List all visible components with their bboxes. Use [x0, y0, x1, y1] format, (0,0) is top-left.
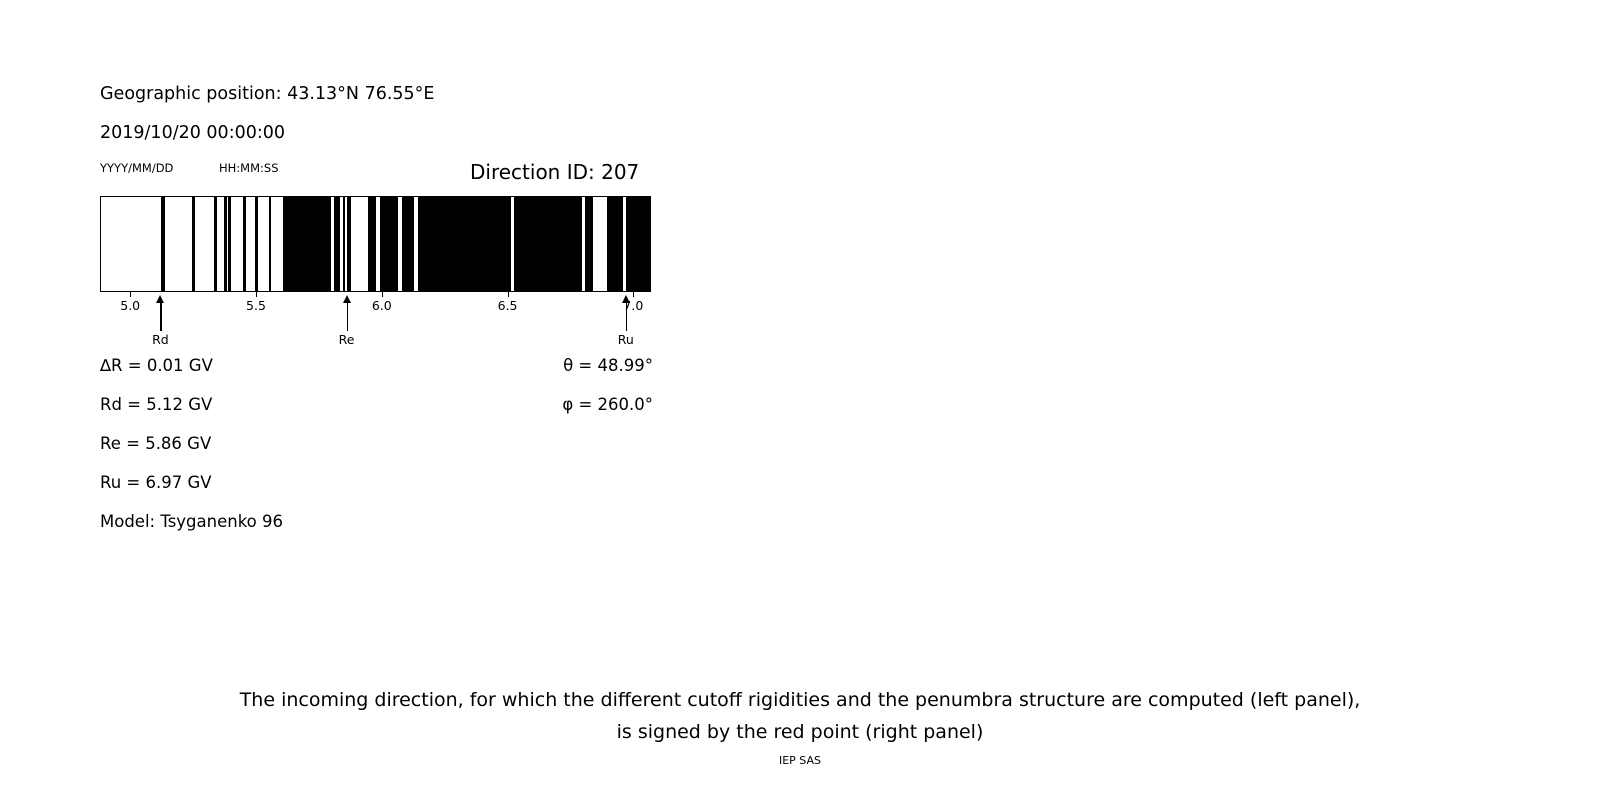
- caption-line-2: is signed by the red point (right panel): [616, 721, 984, 743]
- penumbra-band: [401, 197, 415, 291]
- penumbra-band: [585, 197, 594, 291]
- arrow-head-icon: [156, 295, 165, 303]
- left-panel: Geographic position: 43.13°N 76.55°E 201…: [0, 0, 760, 660]
- date-format-hint: YYYY/MM/DD: [100, 161, 174, 175]
- penumbra-spectrum-bar: [100, 196, 651, 292]
- direction-id-label: Direction ID: 207: [470, 160, 640, 184]
- param-theta: θ = 48.99°: [563, 356, 653, 375]
- penumbra-band: [214, 197, 217, 291]
- rigidity-tick: [130, 292, 132, 297]
- penumbra-band: [255, 197, 259, 291]
- rigidity-tick: [507, 292, 509, 297]
- param-delta-r: ∆R = 0.01 GV: [100, 356, 213, 375]
- penumbra-band: [242, 197, 246, 291]
- penumbra-band: [160, 197, 165, 291]
- figure-caption: The incoming direction, for which the di…: [0, 684, 1600, 748]
- arrow-shaft: [625, 301, 628, 331]
- right-panel: −1.00−0.75−0.50−0.250.000.250.500.751.00…: [780, 0, 1600, 680]
- arrow-head-icon: [342, 295, 351, 303]
- penumbra-band: [228, 197, 232, 291]
- rigidity-tick: [381, 292, 383, 297]
- penumbra-band: [367, 197, 377, 291]
- penumbra-band: [418, 197, 512, 291]
- penumbra-band: [379, 197, 398, 291]
- penumbra-band: [626, 197, 650, 291]
- datetime-text: 2019/10/20 00:00:00: [100, 123, 286, 143]
- rigidity-tick-label: 5.5: [246, 298, 266, 313]
- rigidity-tick-label: 6.0: [371, 298, 392, 313]
- penumbra-band: [223, 197, 227, 291]
- marker-label: Ru: [617, 332, 634, 347]
- marker-label: Re: [338, 332, 355, 347]
- arrow-head-icon: [621, 295, 630, 303]
- arrow-shaft: [346, 301, 348, 331]
- penumbra-band: [514, 197, 582, 291]
- footer-credit: IEP SAS: [778, 754, 822, 767]
- penumbra-band: [342, 197, 346, 291]
- arrow-shaft: [160, 301, 162, 331]
- penumbra-band: [191, 197, 195, 291]
- penumbra-band: [347, 197, 351, 291]
- penumbra-band: [283, 197, 331, 291]
- param-rd: Rd = 5.12 GV: [100, 395, 213, 414]
- rigidity-tick: [633, 292, 635, 297]
- rigidity-tick-label: 5.0: [120, 298, 141, 313]
- marker-label: Rd: [152, 332, 169, 347]
- caption-line-1: The incoming direction, for which the di…: [239, 689, 1361, 711]
- rigidity-tick: [255, 292, 257, 297]
- param-re: Re = 5.86 GV: [100, 434, 212, 453]
- param-model: Model: Tsyganenko 96: [100, 512, 284, 531]
- penumbra-band: [268, 197, 272, 291]
- rigidity-axis: 5.0 5.5 6.0 6.5 7.0 Rd Re Ru: [100, 292, 651, 352]
- rigidity-tick-label: 6.5: [497, 298, 518, 313]
- penumbra-band: [333, 197, 340, 291]
- param-phi: φ = 260.0°: [562, 395, 653, 414]
- geographic-position-text: Geographic position: 43.13°N 76.55°E: [100, 84, 435, 104]
- param-ru: Ru = 6.97 GV: [100, 473, 212, 492]
- penumbra-band: [606, 197, 624, 291]
- time-format-hint: HH:MM:SS: [219, 161, 279, 175]
